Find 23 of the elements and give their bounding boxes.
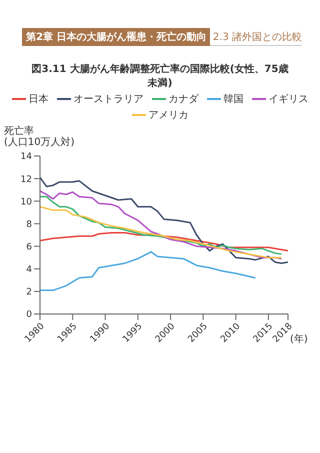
legend-label: イギリス bbox=[268, 93, 308, 106]
x-axis-title: (年) bbox=[290, 334, 308, 346]
y-tick-label: 8 bbox=[26, 220, 32, 230]
y-tick-label: 10 bbox=[20, 197, 32, 208]
y-tick-label: 0 bbox=[26, 310, 32, 320]
line-series bbox=[40, 176, 288, 264]
text: 第2章 日本の大腸がん罹患・死亡の動向 bbox=[22, 28, 210, 46]
y-tick-label: 14 bbox=[20, 152, 32, 162]
legend-label: オーストラリア bbox=[74, 93, 144, 106]
y-tick-label: 6 bbox=[26, 242, 32, 252]
legend-label: アメリカ bbox=[148, 109, 188, 122]
line-series bbox=[40, 251, 256, 292]
line-series bbox=[40, 232, 288, 252]
legend-label: 日本 bbox=[28, 92, 48, 106]
y-tick-label: 2 bbox=[26, 288, 32, 298]
legend-label: 韓国 bbox=[224, 92, 244, 106]
line-series bbox=[40, 206, 282, 258]
text: 2.3 諸外国との比較 bbox=[212, 30, 302, 44]
chart-title: 図3.11 大腸がん年齢調整死亡率の国際比較(女性、75歳未満) bbox=[30, 62, 290, 90]
legend-label: カナダ bbox=[168, 93, 198, 106]
y-tick-label: 12 bbox=[20, 174, 32, 185]
y-axis-title: 死亡率 (人口10万人対) bbox=[4, 126, 75, 148]
y-tick-label: 4 bbox=[26, 265, 32, 276]
